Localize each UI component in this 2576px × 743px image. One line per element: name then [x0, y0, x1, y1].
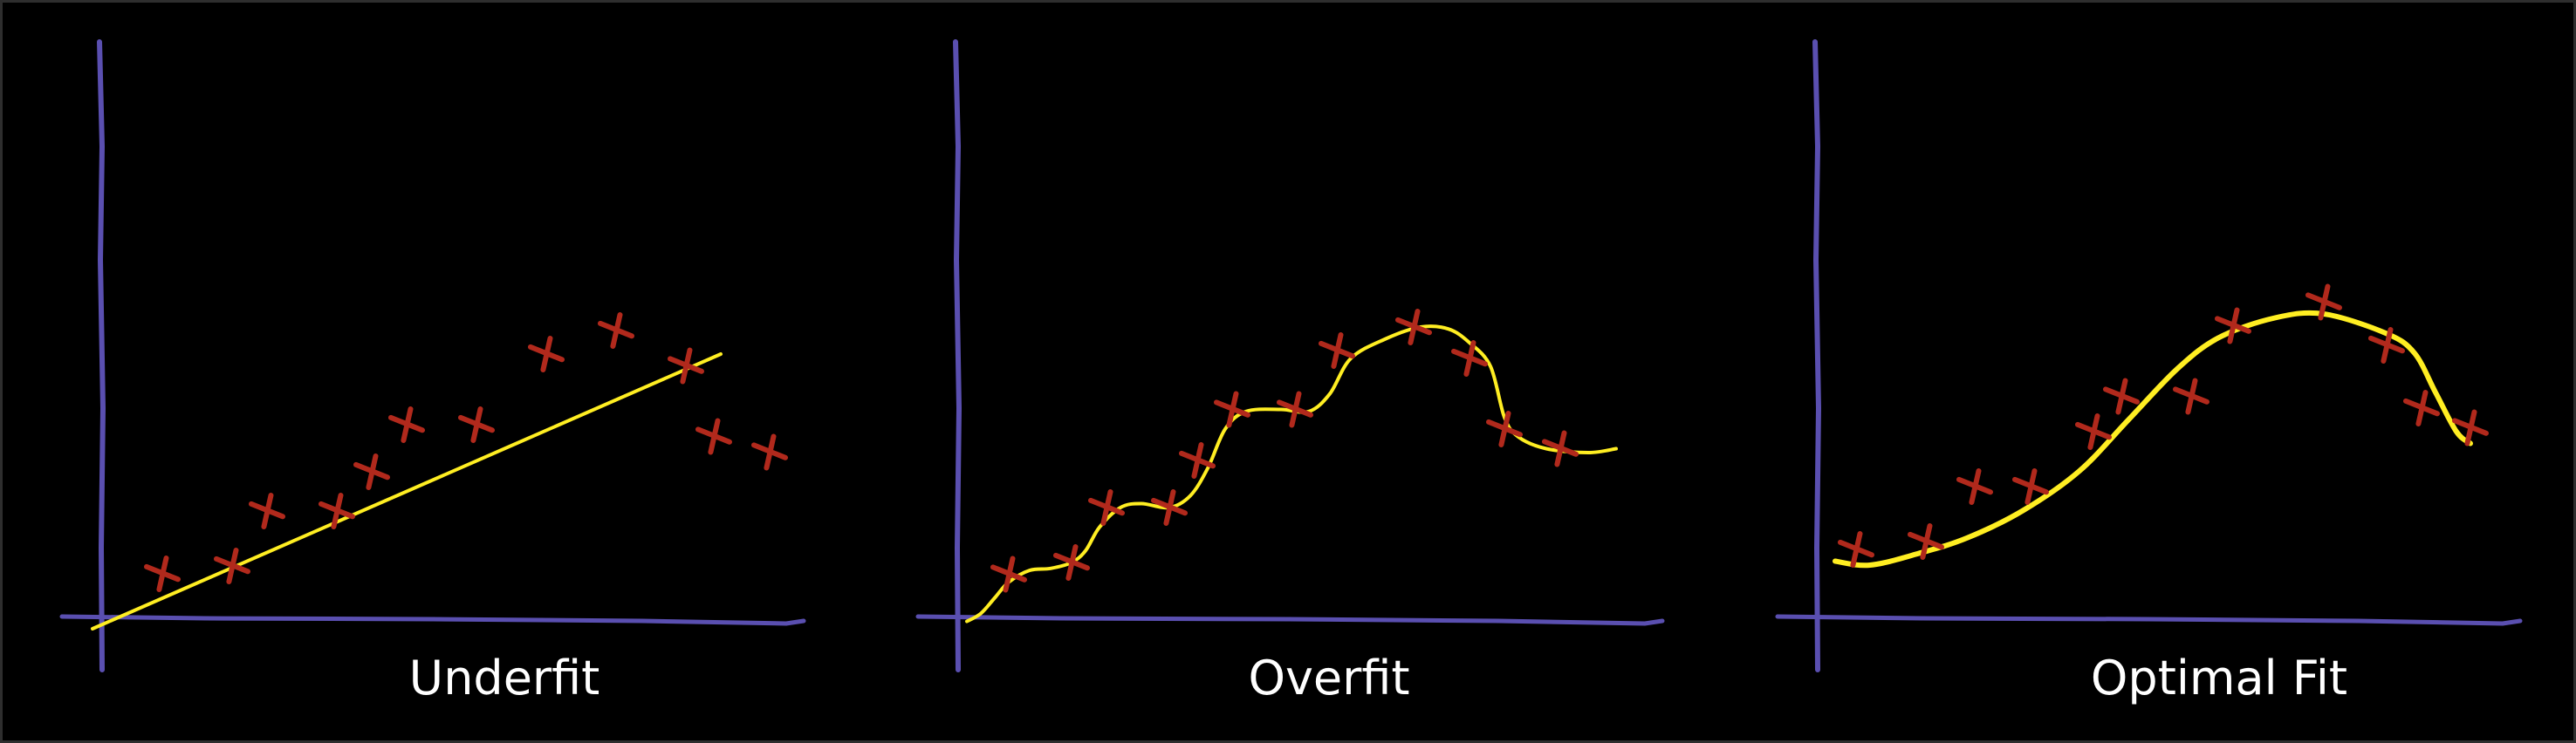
data-point — [695, 418, 732, 455]
data-point-stroke — [2415, 390, 2429, 426]
data-point-stroke — [1065, 544, 1079, 581]
panel-label: Overfit — [1248, 651, 1409, 706]
data-point-stroke — [1920, 523, 1933, 560]
data-point — [2403, 390, 2440, 426]
data-point-stroke — [1003, 556, 1016, 593]
data-point — [751, 433, 788, 471]
y-axis — [97, 39, 106, 672]
data-point — [388, 406, 425, 443]
data-point — [2012, 468, 2049, 505]
data-point — [1088, 489, 1125, 526]
data-point — [1451, 340, 1488, 377]
data-point-stroke — [1850, 531, 1863, 568]
data-point — [668, 347, 704, 385]
data-point — [353, 453, 390, 490]
data-point-stroke — [156, 556, 169, 592]
data-point-stroke — [2464, 409, 2477, 446]
data-point — [2075, 413, 2112, 450]
data-point — [2368, 327, 2405, 364]
data-point — [249, 493, 285, 529]
data-point-stroke — [1463, 340, 1476, 377]
data-point — [319, 493, 355, 529]
panel-label: Underfit — [409, 651, 600, 706]
data-point — [2103, 378, 2140, 415]
data-point-stroke — [1498, 411, 1511, 447]
data-point-stroke — [1163, 489, 1176, 526]
data-point — [990, 556, 1027, 593]
data-point — [2173, 378, 2209, 415]
data-point — [2215, 307, 2251, 344]
fit-curve — [91, 352, 723, 631]
data-point-stroke — [540, 336, 553, 372]
fit-curve — [965, 324, 1618, 624]
data-point — [1956, 468, 1993, 505]
data-point-stroke — [2087, 413, 2100, 450]
data-point-stroke — [331, 493, 344, 529]
data-point-stroke — [1331, 332, 1344, 369]
y-axis — [953, 39, 963, 672]
fit-curve — [1833, 310, 2473, 569]
data-point-stroke — [470, 406, 483, 443]
data-point-stroke — [1226, 391, 1239, 428]
data-point — [2452, 409, 2489, 446]
data-point-stroke — [261, 493, 274, 529]
data-point-stroke — [2185, 378, 2198, 415]
x-axis — [1775, 614, 2523, 626]
data-point-stroke — [2024, 468, 2038, 505]
data-point-stroke — [2227, 307, 2240, 344]
data-point-stroke — [2115, 378, 2128, 415]
data-point — [214, 548, 250, 584]
data-point — [1319, 332, 1355, 369]
data-point — [1151, 489, 1188, 526]
data-point — [1053, 544, 1090, 581]
data-point-stroke — [226, 548, 239, 584]
data-point-stroke — [401, 406, 414, 443]
data-point-stroke — [2381, 327, 2394, 364]
data-point-stroke — [680, 347, 693, 385]
data-point-stroke — [1289, 391, 1302, 428]
data-point — [1542, 430, 1579, 467]
data-point — [1395, 309, 1432, 345]
data-point-stroke — [610, 312, 623, 349]
data-point-stroke — [1408, 309, 1421, 345]
data-point — [1908, 523, 1944, 560]
data-point — [1277, 391, 1313, 428]
data-point — [1214, 391, 1250, 428]
data-point-stroke — [1191, 442, 1204, 479]
data-point — [598, 312, 634, 349]
data-point — [144, 556, 181, 592]
data-point — [1838, 531, 1874, 568]
data-point-stroke — [708, 418, 721, 455]
data-point — [458, 406, 495, 443]
x-axis — [59, 614, 806, 626]
data-point-stroke — [366, 453, 379, 490]
y-axis — [1812, 39, 1822, 672]
data-point — [2305, 283, 2342, 321]
data-point-stroke — [1100, 489, 1113, 526]
data-point — [1179, 442, 1216, 479]
data-point — [528, 336, 565, 372]
fit-comparison-diagram: Underfit Overfit Optimal Fit — [59, 39, 2523, 706]
data-point-stroke — [764, 433, 777, 471]
x-axis — [915, 614, 1665, 626]
data-point-stroke — [1969, 468, 1982, 505]
data-point-stroke — [2318, 283, 2331, 321]
panel-label: Optimal Fit — [2091, 651, 2347, 706]
data-point-stroke — [1554, 430, 1567, 467]
data-point — [1486, 411, 1523, 447]
